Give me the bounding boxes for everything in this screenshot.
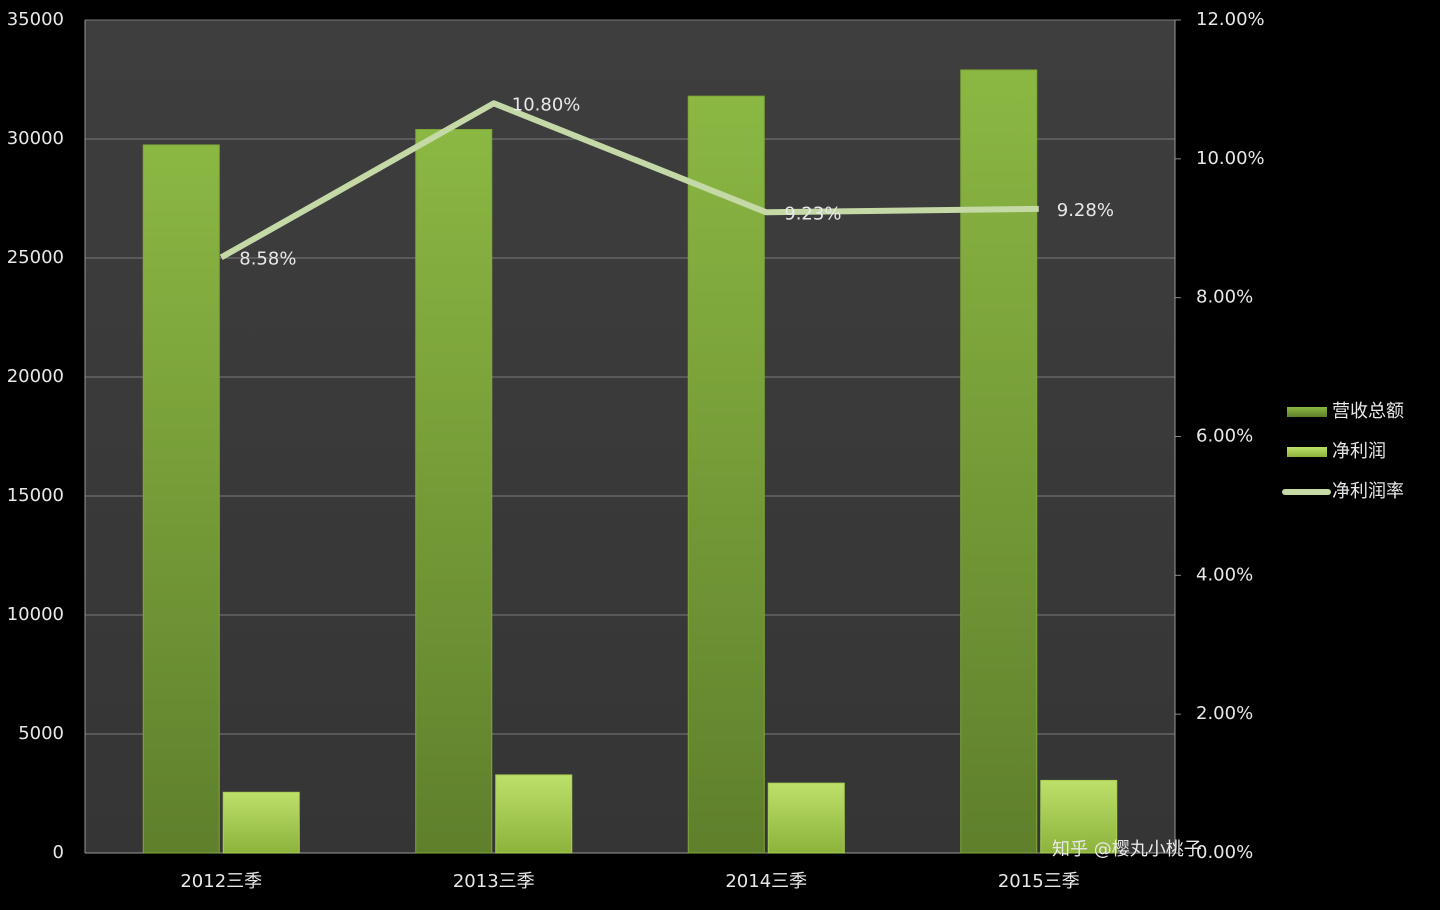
legend-label: 净利润率 xyxy=(1332,481,1404,502)
legend-swatch xyxy=(1287,447,1327,457)
y2-tick-label: 12.00% xyxy=(1196,9,1265,30)
bar xyxy=(495,774,573,854)
bar xyxy=(687,95,765,854)
line xyxy=(219,100,1039,261)
legend-swatch xyxy=(1287,407,1327,417)
y-tick-label: 20000 xyxy=(7,366,64,387)
y2-tick-label: 2.00% xyxy=(1196,703,1253,724)
data-label: 10.80% xyxy=(512,94,581,115)
y2-tick-label: 0.00% xyxy=(1196,842,1253,863)
x-tick-label: 2015三季 xyxy=(998,871,1080,892)
x-tick-label: 2014三季 xyxy=(725,871,807,892)
x-tick-label: 2013三季 xyxy=(453,871,535,892)
bar xyxy=(415,128,493,854)
y-tick-label: 35000 xyxy=(7,9,64,30)
data-label: 9.28% xyxy=(1057,200,1114,221)
y-tick-label: 25000 xyxy=(7,247,64,268)
y-tick-label: 10000 xyxy=(7,604,64,625)
watermark: 知乎 @樱丸小桃子 xyxy=(1052,839,1202,860)
bar xyxy=(767,782,845,854)
y-tick-label: 30000 xyxy=(7,128,64,149)
bar xyxy=(142,144,220,854)
legend-label: 营收总额 xyxy=(1332,401,1404,422)
x-tick-label: 2012三季 xyxy=(180,871,262,892)
bar xyxy=(222,791,300,854)
data-label: 8.58% xyxy=(239,248,296,269)
y2-tick-label: 10.00% xyxy=(1196,148,1265,169)
legend-label: 净利润 xyxy=(1332,441,1386,462)
y-tick-label: 5000 xyxy=(18,723,64,744)
y2-tick-label: 4.00% xyxy=(1196,564,1253,585)
y2-tick-label: 6.00% xyxy=(1196,426,1253,447)
data-label: 9.23% xyxy=(784,203,841,224)
y2-tick-label: 8.00% xyxy=(1196,287,1253,308)
y-tick-label: 15000 xyxy=(7,485,64,506)
y-tick-label: 0 xyxy=(53,842,64,863)
bar xyxy=(1040,779,1118,854)
bar xyxy=(960,69,1038,854)
